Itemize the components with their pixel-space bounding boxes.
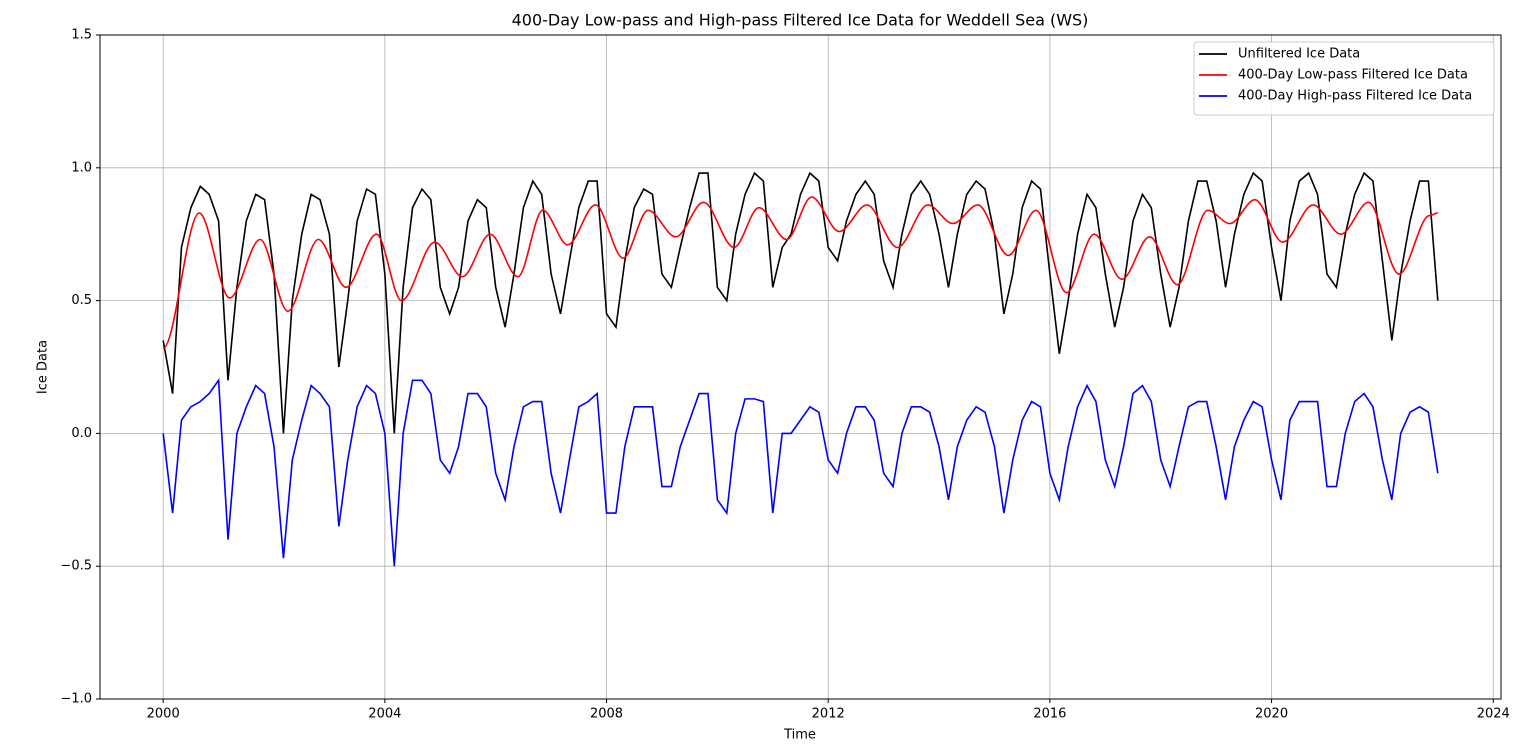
- x-tick-label: 2008: [590, 707, 623, 722]
- y-tick-label: 0.0: [71, 426, 92, 441]
- x-tick-label: 2016: [1033, 707, 1066, 722]
- x-tick-label: 2012: [812, 707, 845, 722]
- x-tick-label: 2000: [147, 707, 180, 722]
- x-tick-label: 2004: [368, 707, 401, 722]
- legend-label: 400-Day Low-pass Filtered Ice Data: [1238, 68, 1468, 83]
- y-tick-label: 1.0: [71, 160, 92, 175]
- y-tick-label: −0.5: [60, 559, 92, 574]
- y-tick-label: 1.5: [71, 28, 92, 43]
- plot-frame: [99, 34, 1502, 700]
- x-tick-label: 2024: [1477, 707, 1510, 722]
- y-tick-label: −1.0: [60, 692, 92, 707]
- y-tick-label: 0.5: [71, 293, 92, 308]
- series-line: [162, 377, 1439, 567]
- y-axis-label: Ice Data: [36, 340, 51, 394]
- series-line: [162, 171, 1439, 434]
- legend-label: Unfiltered Ice Data: [1238, 47, 1360, 62]
- x-axis-label: Time: [783, 728, 816, 743]
- series-line: [162, 196, 1438, 350]
- legend-box: [1193, 41, 1495, 116]
- chart-title: 400-Day Low-pass and High-pass Filtered …: [512, 11, 1089, 30]
- legend-label: 400-Day High-pass Filtered Ice Data: [1238, 89, 1472, 104]
- x-tick-label: 2020: [1255, 707, 1288, 722]
